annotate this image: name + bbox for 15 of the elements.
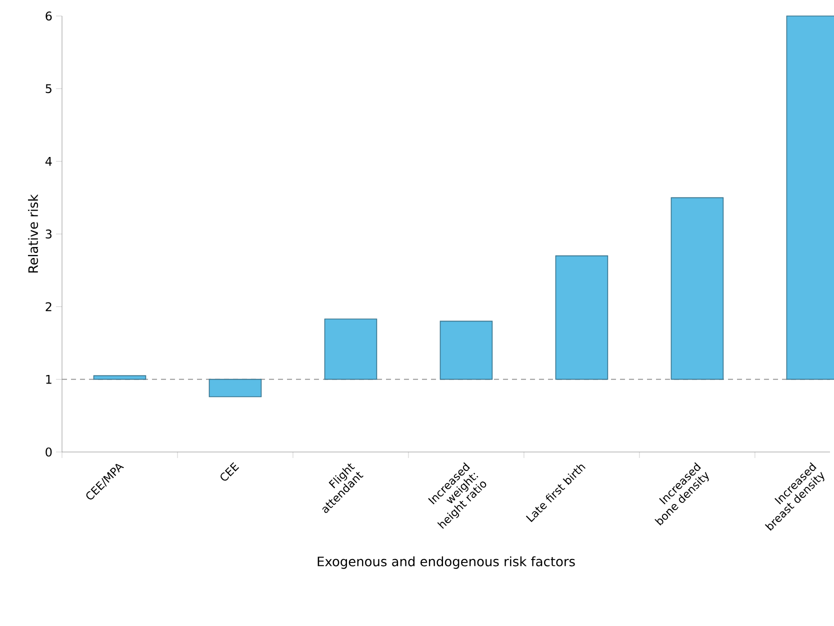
y-axis-title: Relative risk: [28, 194, 38, 272]
y-tick-label: 6: [46, 11, 52, 21]
y-tick-label: 1: [46, 374, 52, 384]
bar: [324, 318, 378, 380]
bar: [555, 255, 608, 380]
x-axis-title: Exogenous and endogenous risk factors: [318, 556, 575, 569]
y-tick-label: 2: [46, 302, 52, 312]
bar: [208, 378, 262, 398]
y-tick-label: 0: [46, 447, 52, 457]
bar: [93, 375, 146, 380]
y-tick-label: 4: [45, 156, 52, 166]
bar: [670, 197, 724, 380]
bar: [440, 320, 493, 380]
y-tick-label: 3: [46, 229, 52, 239]
y-tick-label: 5: [46, 84, 52, 94]
